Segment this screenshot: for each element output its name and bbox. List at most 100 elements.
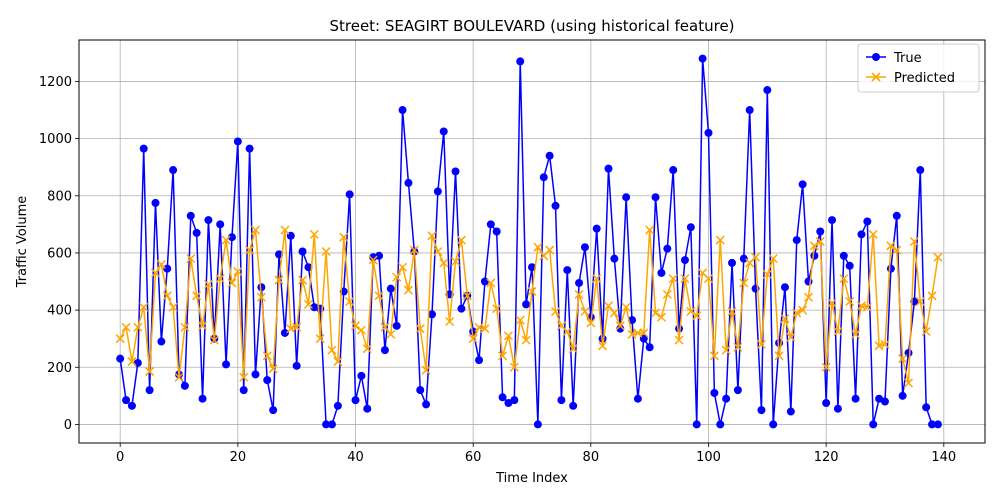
data-point-predicted — [733, 342, 743, 352]
data-point-true — [322, 420, 331, 429]
data-point-predicted — [468, 334, 478, 344]
data-point-predicted — [727, 306, 737, 317]
data-point-true — [457, 304, 466, 313]
data-point-true — [745, 106, 754, 115]
data-point-predicted — [321, 246, 331, 257]
data-point-true — [669, 166, 678, 175]
data-point-predicted — [274, 275, 284, 285]
data-point-predicted — [751, 252, 761, 262]
data-point-predicted — [303, 299, 313, 309]
data-point-predicted — [803, 292, 814, 302]
data-point-true — [592, 224, 601, 233]
data-point-predicted — [915, 296, 925, 307]
data-point-predicted — [639, 328, 649, 338]
data-point-true — [880, 397, 889, 406]
data-point-predicted — [568, 344, 578, 354]
data-point-predicted — [415, 324, 425, 334]
data-point-true — [375, 251, 384, 260]
data-point-predicted — [827, 298, 837, 308]
data-point-true — [563, 266, 572, 275]
data-point-true — [763, 86, 772, 95]
data-point-true — [733, 386, 742, 395]
data-point-predicted — [139, 302, 149, 312]
data-point-predicted — [798, 305, 808, 315]
data-point-predicted — [545, 245, 555, 255]
data-point-true — [857, 230, 866, 239]
data-point-true — [510, 396, 519, 405]
data-point-true — [728, 258, 737, 267]
series-layer — [115, 54, 943, 429]
data-point-true — [269, 406, 278, 415]
data-point-predicted — [398, 262, 408, 272]
data-point-true — [686, 223, 695, 232]
data-point-predicted — [656, 312, 666, 322]
data-point-true — [422, 400, 431, 409]
data-point-predicted — [133, 322, 143, 332]
data-point-true — [380, 346, 389, 355]
data-point-predicted — [445, 316, 455, 327]
data-point-true — [275, 250, 284, 259]
data-point-predicted — [462, 291, 472, 301]
data-point-true — [169, 166, 178, 175]
data-point-true — [698, 54, 707, 63]
data-point-true — [839, 251, 848, 260]
x-tick-label: 40 — [347, 450, 364, 465]
data-point-predicted — [280, 225, 290, 235]
legend-marker-true — [872, 53, 880, 61]
chart-title: Street: SEAGIRT BOULEVARD (using histori… — [329, 17, 734, 35]
data-point-predicted — [392, 272, 402, 282]
data-point-true — [898, 391, 907, 400]
data-point-true — [539, 173, 548, 182]
legend-label-predicted: Predicted — [894, 71, 955, 86]
data-point-predicted — [198, 321, 208, 331]
data-point-true — [892, 211, 901, 220]
data-point-predicted — [692, 311, 702, 321]
data-point-true — [675, 324, 684, 333]
data-point-true — [798, 180, 807, 189]
data-point-true — [222, 360, 231, 369]
data-point-predicted — [221, 235, 231, 245]
data-point-true — [157, 337, 166, 346]
data-point-true — [604, 164, 613, 173]
data-point-predicted — [186, 254, 196, 264]
data-point-predicted — [603, 301, 614, 311]
data-point-predicted — [686, 306, 696, 317]
x-tick-label: 20 — [230, 450, 247, 465]
data-point-predicted — [433, 246, 443, 257]
data-point-true — [204, 216, 213, 225]
data-point-predicted — [215, 274, 225, 284]
data-point-true — [357, 371, 366, 380]
data-point-predicted — [586, 318, 596, 328]
series-predicted — [115, 225, 943, 388]
data-point-true — [657, 268, 666, 277]
data-point-true — [816, 227, 825, 236]
data-point-true — [239, 386, 248, 395]
data-point-true — [633, 394, 642, 403]
data-point-predicted — [450, 256, 461, 267]
data-point-true — [127, 401, 136, 410]
x-tick-label: 80 — [583, 450, 600, 465]
legend-label-true: True — [893, 51, 922, 66]
data-point-predicted — [362, 344, 372, 354]
data-point-true — [227, 233, 236, 242]
data-point-predicted — [533, 242, 543, 252]
data-point-predicted — [333, 357, 343, 367]
data-point-true — [416, 386, 425, 395]
data-point-predicted — [780, 314, 790, 324]
data-point-predicted — [715, 235, 725, 245]
data-point-true — [116, 354, 125, 363]
data-point-true — [280, 328, 289, 337]
data-point-predicted — [898, 354, 908, 364]
data-point-true — [475, 356, 484, 365]
data-point-predicted — [180, 322, 190, 332]
legend-box — [857, 43, 980, 93]
data-point-predicted — [515, 315, 525, 325]
data-point-predicted — [339, 232, 349, 242]
data-point-predicted — [921, 327, 931, 337]
data-point-predicted — [256, 292, 266, 302]
data-point-predicted — [156, 259, 166, 269]
data-point-true — [569, 401, 578, 410]
data-point-true — [251, 370, 260, 379]
data-point-predicted — [309, 229, 319, 239]
data-point-predicted — [774, 351, 784, 361]
